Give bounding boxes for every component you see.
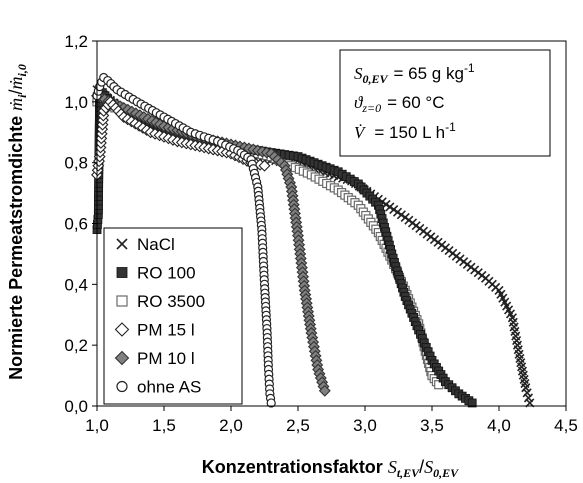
legend-marker-ro-100 (116, 267, 128, 278)
legend-item-pm-10-l: PM 10 l (114, 349, 195, 368)
y-axis-title-subscript2: i,0 (15, 64, 29, 76)
legend-marker-nacl (116, 238, 128, 250)
x-tick-label: 1,0 (85, 416, 109, 435)
condition-salinity: S0,EV = 65 g kg-1 (354, 61, 475, 86)
y-axis-title-text: Normierte Permeatstromdichte (6, 111, 26, 380)
series-pm-15-l (91, 95, 271, 181)
condition-flowrate: V̇ = 150 L h-1 (354, 120, 456, 142)
series-ohne-as (92, 72, 276, 408)
data-point-ro-100 (467, 398, 477, 408)
x-axis-title-text: Konzentrationsfaktor (202, 457, 388, 477)
legend-item-ro-100: RO 100 (116, 264, 196, 283)
legend-item-pm-15-l: PM 15 l (114, 321, 195, 340)
x-tick-label: 4,5 (554, 416, 578, 435)
y-axis-title: Normierte Permeatstromdichte ṁi/ṁi,0 (6, 64, 29, 380)
x-axis-title-separator: / (419, 457, 424, 477)
legend-label-nacl: NaCl (137, 235, 175, 254)
x-tick-label: 3,0 (353, 416, 377, 435)
legend-marker-pm-15-l (114, 322, 130, 337)
x-tick-label: 3,5 (420, 416, 444, 435)
condition-salinity-symbol: S (354, 64, 363, 83)
legend-label-pm-10-l: PM 10 l (137, 349, 195, 368)
x-tick-label: 2,0 (219, 416, 243, 435)
legend-label-pm-15-l: PM 15 l (137, 321, 195, 340)
y-tick-label: 0,6 (64, 215, 88, 234)
condition-flowrate-symbol: V̇ (354, 123, 367, 142)
x-axis-title-symbol: S (388, 457, 397, 477)
y-axis-title-subscript: i (15, 94, 29, 98)
condition-temperature-value: = 60 °C (387, 93, 444, 112)
y-axis-title-symbol2: ṁ (6, 76, 26, 89)
legend-items: NaCl RO 100 RO 3500 PM 15 l PM 10 l ohne AS (114, 235, 205, 397)
x-axis-title-symbol2: S (424, 457, 433, 477)
x-tick-label: 2,5 (286, 416, 310, 435)
condition-flowrate-value: = 150 L h (374, 123, 445, 142)
condition-flowrate-unit-exponent: -1 (445, 120, 456, 134)
y-axis-ticks: 0,0 0,2 0,4 0,6 0,8 1,0 1,2 (64, 32, 97, 416)
conditions-box: S0,EV = 65 g kg-1 ϑz=0 = 60 °C V̇ = 150 L h… (339, 49, 551, 157)
condition-salinity-unit-exponent: -1 (464, 61, 475, 75)
y-axis-title-separator: / (6, 89, 26, 94)
x-tick-label: 1,5 (152, 416, 176, 435)
data-point-pm-10-l (318, 384, 331, 397)
x-tick-label: 4,0 (487, 416, 511, 435)
y-tick-label: 1,0 (64, 93, 88, 112)
legend-item-ro-3500: RO 3500 (116, 292, 205, 311)
condition-temperature-symbol: ϑ (354, 93, 364, 112)
y-tick-label: 0,8 (64, 154, 88, 173)
condition-salinity-subscript: 0,EV (363, 72, 389, 86)
legend-item-nacl: NaCl (116, 235, 175, 254)
legend-marker-pm-10-l (114, 350, 130, 366)
x-axis-ticks: 1,0 1,5 2,0 2,5 3,0 3,5 4,0 4,5 (85, 406, 578, 435)
condition-salinity-value: = 65 g kg (394, 64, 464, 83)
legend-marker-ro-3500 (116, 295, 128, 307)
x-axis-title-subscript2: 0,EV (433, 466, 459, 480)
data-point-ohne-as (266, 398, 276, 408)
x-axis-title-subscript: t,EV (397, 466, 420, 480)
y-axis-title-symbol: ṁ (6, 98, 26, 111)
condition-temperature: ϑz=0 = 60 °C (354, 93, 444, 115)
y-tick-label: 0,4 (64, 275, 88, 294)
x-axis-title: Konzentrationsfaktor St,EV/S0,EV (202, 457, 459, 480)
condition-temperature-subscript: z=0 (361, 101, 381, 115)
y-tick-label: 0,0 (64, 397, 88, 416)
legend-label-ro-3500: RO 3500 (137, 292, 205, 311)
legend-label-ro-100: RO 100 (137, 264, 196, 283)
legend-item-ohne-as: ohne AS (116, 378, 201, 397)
legend-label-ohne-as: ohne AS (137, 378, 201, 397)
data-point-pm-15-l (258, 159, 271, 172)
legend-marker-ohne-as (116, 380, 128, 393)
legend: NaCl RO 100 RO 3500 PM 15 l PM 10 l ohne AS (103, 227, 243, 405)
y-tick-label: 1,2 (64, 32, 88, 51)
y-tick-label: 0,2 (64, 336, 88, 355)
